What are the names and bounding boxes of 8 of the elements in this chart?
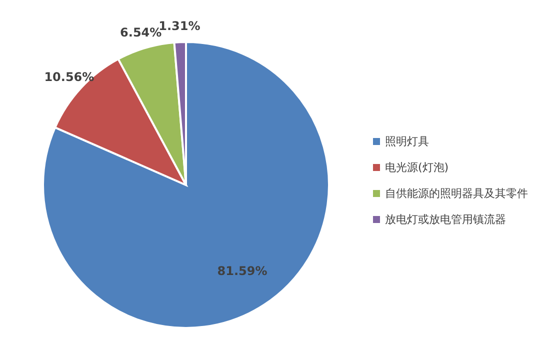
data-label: 81.59% (217, 264, 268, 278)
legend-label: 照明灯具 (385, 134, 429, 150)
legend-label: 放电灯或放电管用镇流器 (385, 212, 506, 228)
data-label: 6.54% (120, 26, 162, 40)
legend-label: 自供能源的照明器具及其零件 (385, 186, 528, 202)
legend-label: 电光源(灯泡) (385, 160, 449, 176)
pie-slice (42, 41, 330, 329)
data-label: 10.56% (44, 70, 94, 84)
